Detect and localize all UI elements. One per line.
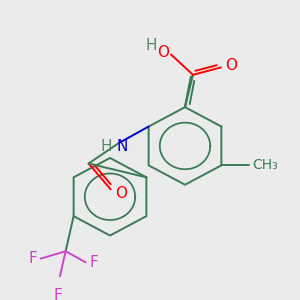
Text: O: O	[225, 58, 237, 73]
Text: O: O	[157, 45, 169, 60]
Text: F: F	[89, 255, 98, 270]
Text: CH₃: CH₃	[252, 158, 278, 172]
Text: O: O	[115, 185, 127, 200]
Text: H: H	[146, 38, 157, 53]
Text: F: F	[28, 251, 37, 266]
Text: H: H	[101, 140, 112, 154]
Text: N: N	[117, 140, 128, 154]
Text: F: F	[53, 288, 62, 300]
